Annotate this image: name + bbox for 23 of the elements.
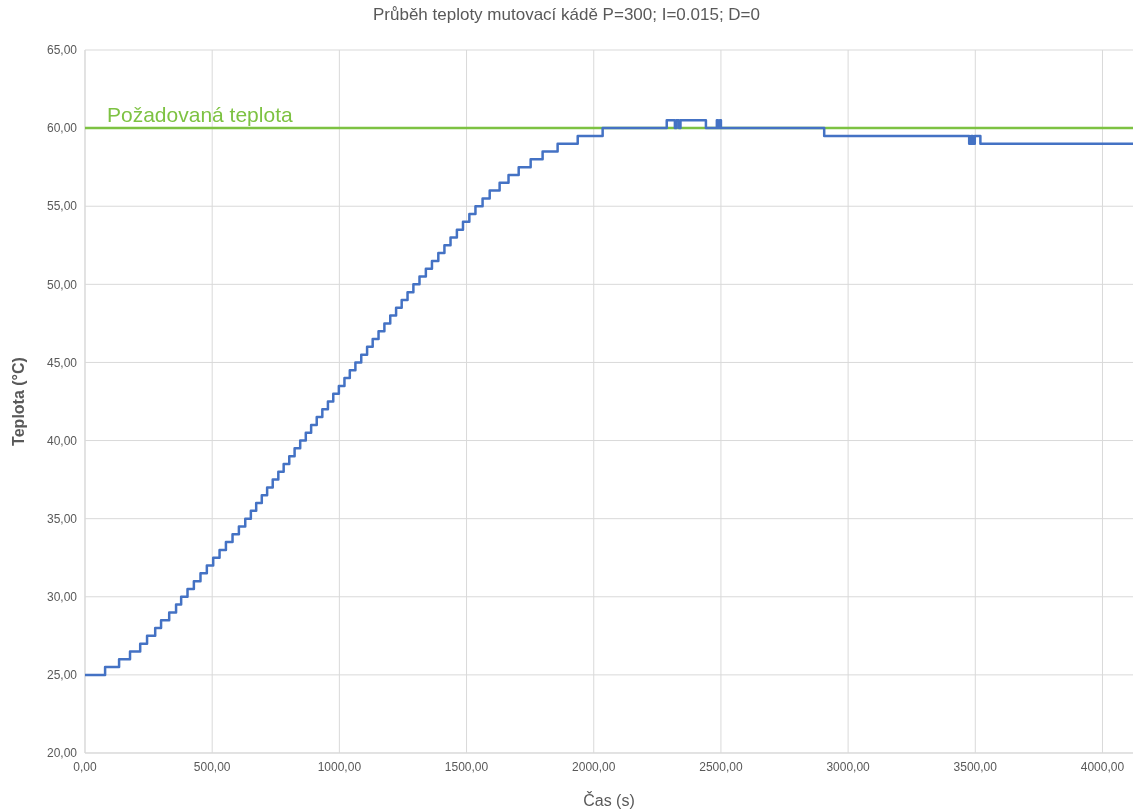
x-tick-label: 1000,00	[317, 760, 362, 774]
x-tick-label: 1500,00	[444, 760, 489, 774]
y-tick-label: 60,00	[46, 121, 78, 136]
y-axis-title: Teplota (°C)	[10, 357, 27, 446]
x-tick-label: 3500,00	[953, 760, 998, 774]
x-tick-label: 2000,00	[572, 760, 616, 774]
x-axis-title: Čas (s)	[583, 791, 635, 809]
x-tick-label: 500,00	[193, 760, 231, 774]
y-tick-label: 45,00	[46, 355, 78, 370]
y-tick-label: 35,00	[46, 511, 78, 526]
x-tick-label: 4000,00	[1080, 760, 1125, 774]
y-tick-label: 65,00	[46, 43, 78, 58]
x-tick-label: 2500,00	[699, 760, 743, 774]
y-tick-label: 50,00	[46, 277, 78, 292]
chart-title: Průběh teploty mutovací kádě P=300; I=0.015; D=0	[372, 5, 761, 24]
y-tick-label: 55,00	[46, 199, 78, 214]
ref-line-label: Požadovaná teplota	[107, 103, 293, 127]
x-tick-label: 0,00	[73, 760, 97, 774]
y-tick-label: 20,00	[46, 746, 78, 761]
y-tick-label: 40,00	[46, 433, 78, 448]
y-tick-label: 30,00	[46, 589, 78, 604]
y-tick-label: 25,00	[46, 668, 78, 683]
x-tick-label: 3000,00	[826, 760, 871, 774]
